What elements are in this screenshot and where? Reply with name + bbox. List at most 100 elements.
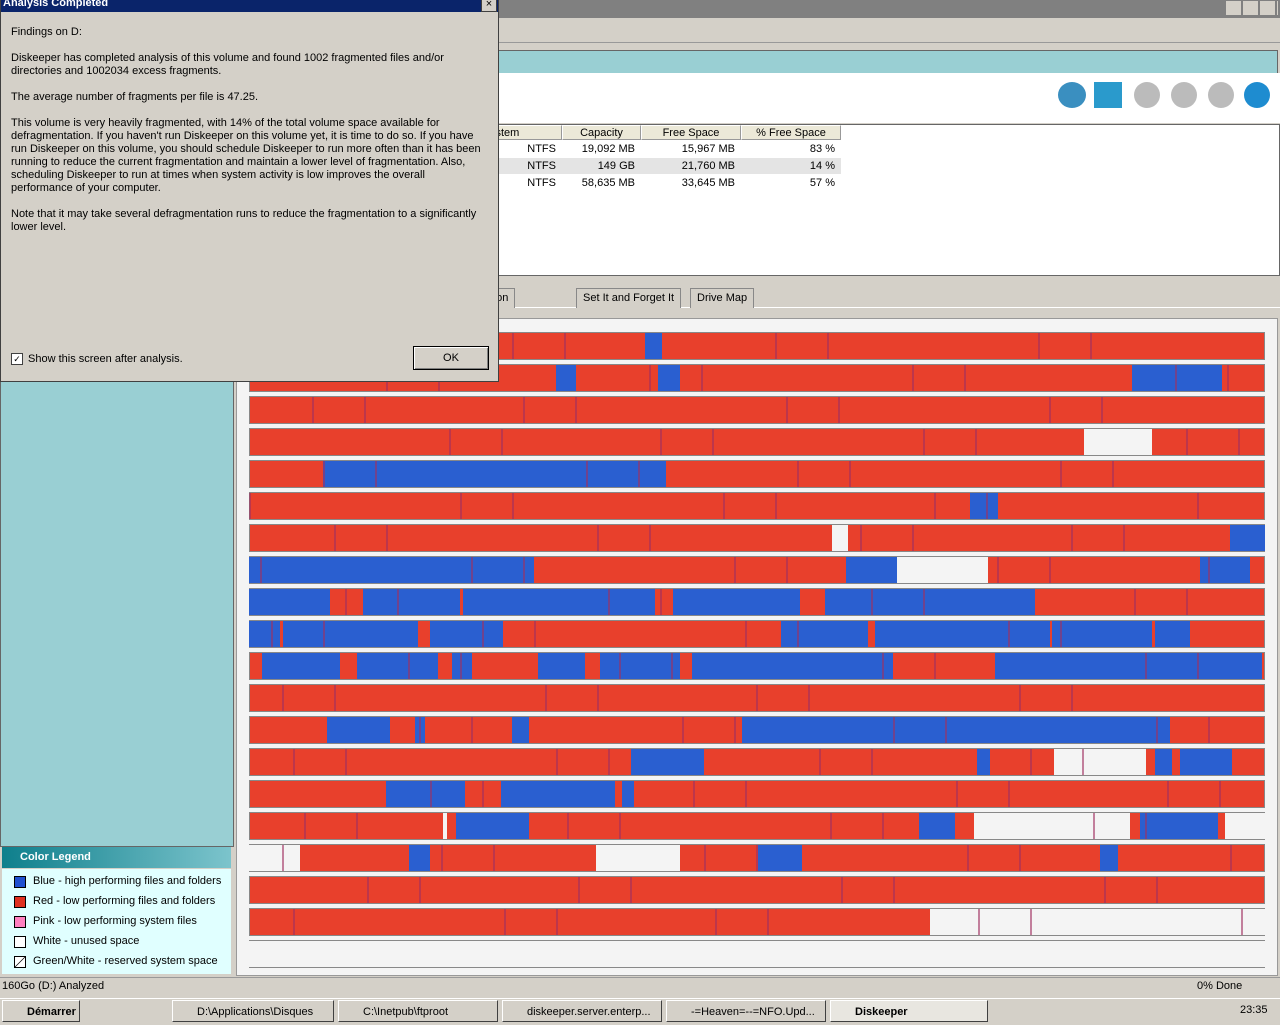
map-line [441, 845, 443, 871]
map-line [1227, 365, 1229, 391]
checkbox[interactable]: ✓ [11, 353, 23, 365]
map-line [1030, 749, 1032, 775]
table-cell: 14 % [809, 160, 835, 172]
map-line [1071, 525, 1073, 551]
map-line [923, 589, 925, 615]
map-line [430, 941, 432, 967]
map-line [419, 717, 421, 743]
taskbar-item[interactable]: -=Heaven=--=NFO.Upd... [666, 1000, 826, 1022]
map-line [734, 557, 736, 583]
map-block [596, 845, 680, 871]
column-header: Free Space [641, 125, 741, 140]
map-block [501, 781, 615, 807]
close-button[interactable]: × [481, 0, 497, 12]
paragraph: This volume is very heavily fragmented, … [11, 117, 481, 194]
map-block [658, 365, 680, 391]
legend-body [2, 869, 231, 974]
map-line [323, 621, 325, 647]
legend-label: Red - low performing files and folders [33, 895, 216, 907]
table-cell: 33,645 MB [681, 177, 735, 189]
table-cell: 19,092 MB [581, 143, 635, 155]
map-line [997, 557, 999, 583]
legend-label: Blue - high performing files and folders [33, 875, 222, 887]
map-line [1219, 781, 1221, 807]
map-line [701, 365, 703, 391]
map-line [386, 525, 388, 551]
map-line [723, 493, 725, 519]
map-line [323, 461, 325, 487]
map-block [386, 781, 465, 807]
map-line [649, 525, 651, 551]
map-line [504, 909, 506, 935]
map-line [827, 333, 829, 359]
map-row [249, 876, 1265, 904]
map-block [512, 717, 529, 743]
status-bar [0, 977, 1280, 998]
map-line [756, 845, 758, 871]
taskbar-item[interactable]: D:\Applications\Disques [172, 1000, 334, 1022]
map-block [456, 813, 529, 839]
findings: Findings on D: [11, 26, 82, 38]
map-block [1084, 429, 1152, 455]
map-line [356, 813, 358, 839]
map-line [712, 429, 714, 455]
tab[interactable]: Drive Map [690, 288, 755, 308]
map-block [919, 813, 955, 839]
window-buttons[interactable] [1226, 1, 1278, 15]
map-block [897, 557, 988, 583]
map-line [1134, 589, 1136, 615]
toolbar-icons[interactable] [1058, 80, 1272, 110]
map-line [578, 877, 580, 903]
map-row [249, 492, 1265, 520]
map-block [742, 717, 1170, 743]
map-line [775, 333, 777, 359]
tab[interactable]: Set It and Forget It [576, 288, 682, 308]
map-block [846, 557, 897, 583]
map-line [693, 781, 695, 807]
map-line [978, 909, 980, 935]
clock: 23:35 [1240, 1004, 1268, 1016]
map-block [1140, 813, 1218, 839]
map-line [564, 333, 566, 359]
map-line [375, 461, 377, 487]
map-line [482, 781, 484, 807]
map-line [619, 653, 621, 679]
map-line [586, 461, 588, 487]
map-line [1186, 429, 1188, 455]
map-line [1197, 493, 1199, 519]
taskbar-item[interactable]: Diskeeper [830, 1000, 988, 1022]
taskbar-item[interactable]: C:\Inetpub\ftproot [338, 1000, 498, 1022]
map-line [1208, 717, 1210, 743]
table-cell: 58,635 MB [581, 177, 635, 189]
taskbar [0, 998, 1280, 1025]
start-button[interactable]: Démarrer [2, 1000, 80, 1022]
map-line [1030, 909, 1032, 935]
table-cell: NTFS [527, 160, 556, 172]
map-line [1101, 397, 1103, 423]
ok-button[interactable]: OK [413, 346, 489, 370]
map-block [970, 493, 998, 519]
map-block [443, 813, 447, 839]
map-line [956, 781, 958, 807]
map-line [745, 621, 747, 647]
map-line [334, 685, 336, 711]
map-line [934, 493, 936, 519]
map-line [1115, 941, 1117, 967]
map-block [1155, 621, 1190, 647]
map-block [1052, 621, 1152, 647]
map-block [974, 813, 1130, 839]
table-cell: 15,967 MB [681, 143, 735, 155]
map-line [986, 493, 988, 519]
map-block [327, 717, 390, 743]
map-line [630, 877, 632, 903]
paragraph: The average number of fragments per file… [11, 91, 259, 103]
table-cell: NTFS [527, 177, 556, 189]
map-block [1180, 749, 1232, 775]
map-line [904, 941, 906, 967]
taskbar-item[interactable]: diskeeper.server.enterp... [502, 1000, 662, 1022]
map-line [471, 557, 473, 583]
map-line [1156, 717, 1158, 743]
map-line [1186, 589, 1188, 615]
map-block [249, 621, 280, 647]
map-block [1225, 813, 1265, 839]
